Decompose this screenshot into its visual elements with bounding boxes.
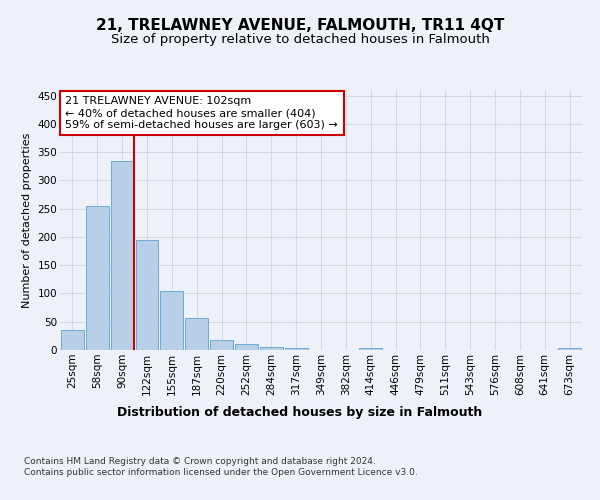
Bar bbox=[185, 318, 208, 350]
Bar bbox=[285, 348, 308, 350]
Bar bbox=[86, 206, 109, 350]
Bar bbox=[235, 344, 258, 350]
Text: Contains HM Land Registry data © Crown copyright and database right 2024.
Contai: Contains HM Land Registry data © Crown c… bbox=[24, 458, 418, 477]
Bar bbox=[136, 240, 158, 350]
Bar bbox=[260, 347, 283, 350]
Text: 21 TRELAWNEY AVENUE: 102sqm
← 40% of detached houses are smaller (404)
59% of se: 21 TRELAWNEY AVENUE: 102sqm ← 40% of det… bbox=[65, 96, 338, 130]
Bar bbox=[61, 330, 84, 350]
Text: 21, TRELAWNEY AVENUE, FALMOUTH, TR11 4QT: 21, TRELAWNEY AVENUE, FALMOUTH, TR11 4QT bbox=[96, 18, 504, 32]
Bar bbox=[160, 290, 183, 350]
Bar bbox=[111, 160, 134, 350]
Y-axis label: Number of detached properties: Number of detached properties bbox=[22, 132, 32, 308]
Bar bbox=[558, 348, 581, 350]
Text: Distribution of detached houses by size in Falmouth: Distribution of detached houses by size … bbox=[118, 406, 482, 419]
Text: Size of property relative to detached houses in Falmouth: Size of property relative to detached ho… bbox=[110, 32, 490, 46]
Bar bbox=[359, 348, 382, 350]
Bar bbox=[210, 340, 233, 350]
